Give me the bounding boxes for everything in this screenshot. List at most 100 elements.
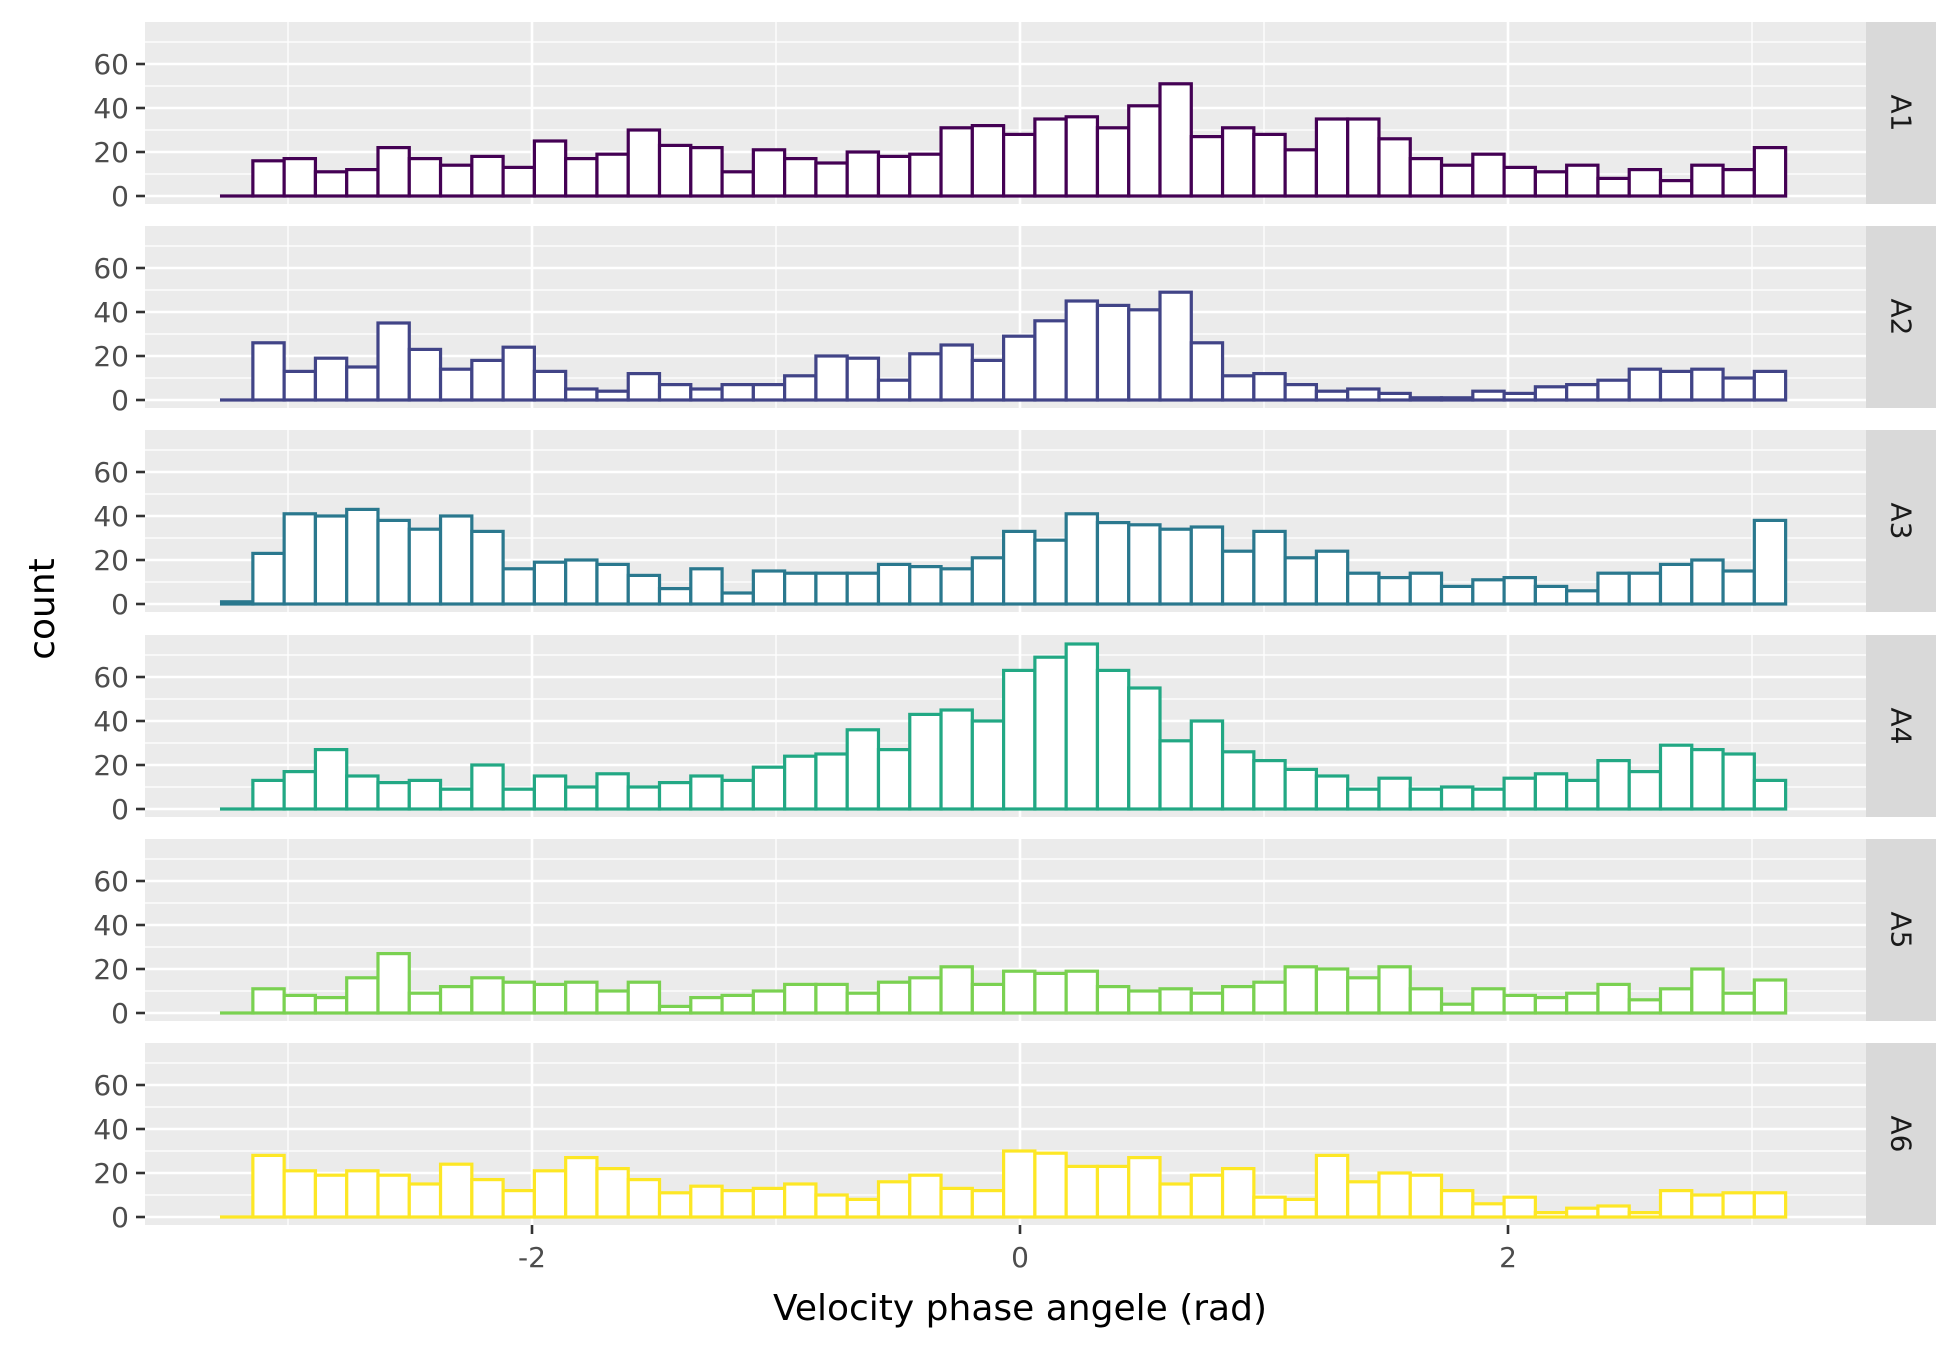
histogram-bar — [689, 995, 724, 1015]
histogram-bar — [939, 1186, 974, 1219]
histogram-bar — [1158, 739, 1193, 811]
histogram-bar — [1158, 82, 1193, 198]
histogram-bar — [626, 372, 662, 402]
histogram-bars — [219, 1149, 1788, 1219]
facet-strip — [1866, 430, 1936, 612]
histogram-bar — [720, 993, 755, 1015]
histogram-bar — [908, 1173, 943, 1219]
histogram-bar — [1220, 549, 1256, 606]
histogram-bar — [1158, 290, 1193, 402]
histogram-bar — [1471, 389, 1506, 402]
x-axis: -2 0 2 — [518, 1225, 1517, 1274]
histogram-bar — [1095, 520, 1131, 606]
histogram-bar — [251, 551, 286, 606]
histogram-bar — [1220, 1166, 1256, 1219]
histogram-bar — [783, 571, 818, 606]
histogram-bar — [720, 170, 755, 198]
histogram-bar — [939, 343, 974, 402]
histogram-bar — [689, 1184, 724, 1219]
histogram-bar — [1565, 778, 1600, 811]
histogram-bar — [1346, 571, 1381, 606]
facet-a2: 0 20 40 60 A2 — [93, 226, 1936, 417]
y-tick-label: 20 — [93, 1157, 129, 1190]
histogram-bar — [1033, 117, 1068, 198]
histogram-bar — [376, 1173, 411, 1219]
histogram-bar — [1002, 969, 1037, 1015]
histogram-bar — [1283, 148, 1319, 198]
histogram-bar — [1064, 512, 1100, 606]
facet-strip-label: A1 — [1885, 95, 1918, 132]
histogram-bar — [689, 146, 724, 198]
facet-strip-label: A6 — [1885, 1116, 1918, 1153]
histogram-bar — [1127, 989, 1162, 1015]
histogram-bar — [1252, 372, 1287, 402]
histogram-bar — [1158, 1182, 1193, 1219]
histogram-bar — [1721, 569, 1756, 606]
histogram-bar — [376, 951, 411, 1015]
y-tick-label: 60 — [93, 661, 129, 694]
y-tick-label: 40 — [93, 909, 129, 942]
histogram-bars — [219, 642, 1788, 811]
histogram-bar — [438, 984, 474, 1015]
histogram-bar — [1189, 1173, 1225, 1219]
histogram-bar — [1002, 529, 1037, 606]
histogram-bar — [345, 774, 380, 811]
histogram-bar — [376, 780, 411, 811]
histogram-bar — [407, 157, 443, 198]
histogram-bar — [470, 529, 505, 606]
histogram-bar — [657, 780, 693, 811]
histogram-bar — [908, 152, 943, 198]
histogram-bar — [657, 586, 693, 606]
facet-a4: 0 20 40 60 A4 — [93, 635, 1936, 826]
histogram-bar — [1439, 785, 1475, 811]
histogram-bar — [1752, 778, 1788, 811]
histogram-bar — [876, 747, 912, 811]
facet-panels: 0 20 40 60 A1 0 20 40 60 A2 0 20 40 60 A3 0 20 40 60 A4 0 20 4… — [93, 22, 1936, 1234]
facet-strip — [1866, 226, 1936, 408]
histogram-bar — [1502, 165, 1537, 198]
histogram-bar — [1721, 991, 1756, 1015]
histogram-bar — [1220, 984, 1256, 1015]
histogram-bar — [1189, 135, 1225, 198]
histogram-bar — [876, 154, 912, 198]
y-tick-label: 40 — [93, 1113, 129, 1146]
histogram-bar — [564, 785, 599, 811]
histogram-bar — [532, 982, 568, 1015]
histogram-bar — [1064, 115, 1100, 198]
histogram-bar — [1502, 993, 1537, 1015]
histogram-bar — [1439, 396, 1475, 402]
histogram-bar — [313, 514, 349, 606]
histogram-bar — [532, 369, 568, 402]
y-tick-label: 20 — [93, 544, 129, 577]
histogram-bar — [1314, 117, 1350, 198]
y-tick-label: 60 — [93, 456, 129, 489]
histogram-bar — [345, 507, 380, 606]
histogram-bar — [1721, 752, 1756, 811]
histogram-bar — [1064, 1164, 1100, 1219]
histogram-bar — [1189, 525, 1225, 606]
histogram-bar — [595, 989, 630, 1015]
histogram-bar — [1721, 376, 1756, 402]
histogram-bar — [345, 1169, 380, 1219]
histogram-bar — [1596, 758, 1631, 811]
histogram-bar — [908, 352, 943, 402]
histogram-bar — [1064, 299, 1100, 402]
histogram-bar — [313, 170, 349, 198]
histogram-bar — [1690, 1193, 1725, 1219]
y-tick-label: 0 — [111, 1201, 129, 1234]
facet-strip — [1866, 22, 1936, 204]
histogram-bars — [219, 290, 1788, 402]
histogram-bar — [1158, 527, 1193, 606]
histogram-bar — [1752, 146, 1788, 198]
histogram-bar — [1502, 776, 1537, 811]
facet-a1: 0 20 40 60 A1 — [93, 22, 1936, 213]
histogram-bar — [1690, 967, 1725, 1015]
histogram-bar — [1596, 571, 1631, 606]
y-tick-label: 20 — [93, 340, 129, 373]
histogram-bar — [814, 752, 849, 811]
histogram-bar — [1377, 137, 1412, 198]
histogram-bar — [908, 564, 943, 606]
histogram-bar — [876, 378, 912, 402]
y-tick-label: 60 — [93, 252, 129, 285]
